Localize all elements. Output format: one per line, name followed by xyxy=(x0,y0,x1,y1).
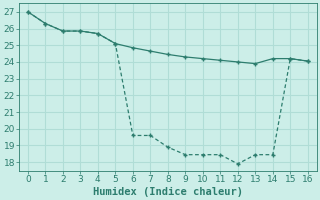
X-axis label: Humidex (Indice chaleur): Humidex (Indice chaleur) xyxy=(93,186,243,197)
